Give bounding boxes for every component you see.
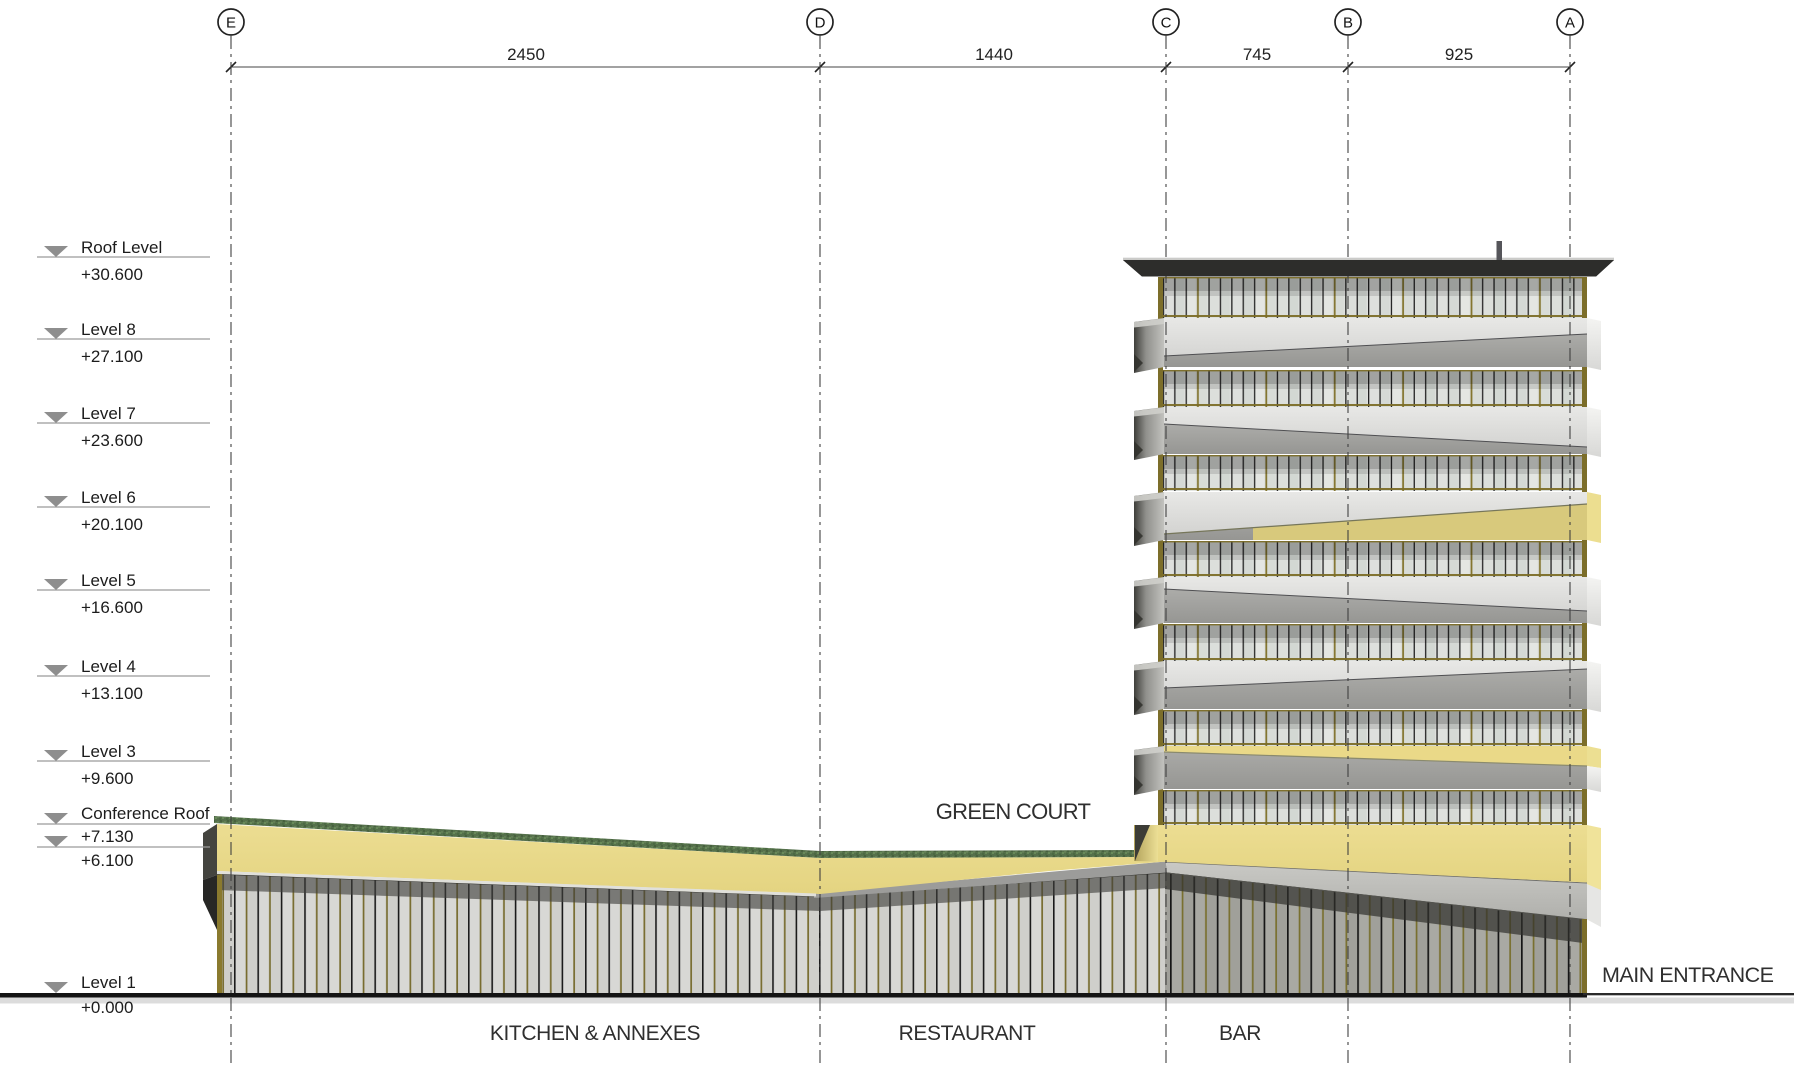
svg-text:B: B — [1343, 15, 1353, 32]
svg-text:925: 925 — [1445, 45, 1473, 64]
svg-text:2450: 2450 — [507, 45, 545, 64]
svg-text:E: E — [226, 15, 236, 32]
svg-text:+30.600: +30.600 — [81, 265, 143, 284]
svg-text:745: 745 — [1243, 45, 1271, 64]
svg-text:RESTAURANT: RESTAURANT — [899, 1022, 1036, 1045]
svg-text:Level 5: Level 5 — [81, 571, 136, 590]
svg-text:Level 8: Level 8 — [81, 320, 136, 339]
svg-text:+6.100: +6.100 — [81, 851, 133, 870]
svg-text:Level 7: Level 7 — [81, 404, 136, 423]
svg-text:1440: 1440 — [975, 45, 1013, 64]
svg-text:+27.100: +27.100 — [81, 347, 143, 366]
svg-text:D: D — [815, 15, 826, 32]
svg-text:A: A — [1565, 15, 1575, 32]
svg-text:BAR: BAR — [1219, 1022, 1261, 1045]
svg-text:+16.600: +16.600 — [81, 598, 143, 617]
svg-text:Conference Roof: Conference Roof — [81, 804, 210, 823]
svg-text:KITCHEN & ANNEXES: KITCHEN & ANNEXES — [490, 1022, 701, 1045]
svg-text:+0.000: +0.000 — [81, 998, 133, 1017]
svg-text:+7.130: +7.130 — [81, 827, 133, 846]
svg-text:+9.600: +9.600 — [81, 769, 133, 788]
svg-text:MAIN ENTRANCE: MAIN ENTRANCE — [1602, 963, 1774, 987]
svg-text:+13.100: +13.100 — [81, 684, 143, 703]
svg-text:Level 6: Level 6 — [81, 488, 136, 507]
svg-text:GREEN COURT: GREEN COURT — [936, 799, 1091, 824]
svg-text:+20.100: +20.100 — [81, 515, 143, 534]
svg-text:Level 1: Level 1 — [81, 973, 136, 992]
svg-text:C: C — [1161, 15, 1172, 32]
svg-text:Roof Level: Roof Level — [81, 238, 162, 257]
svg-text:Level 3: Level 3 — [81, 742, 136, 761]
svg-text:Level 4: Level 4 — [81, 657, 136, 676]
svg-text:+23.600: +23.600 — [81, 431, 143, 450]
